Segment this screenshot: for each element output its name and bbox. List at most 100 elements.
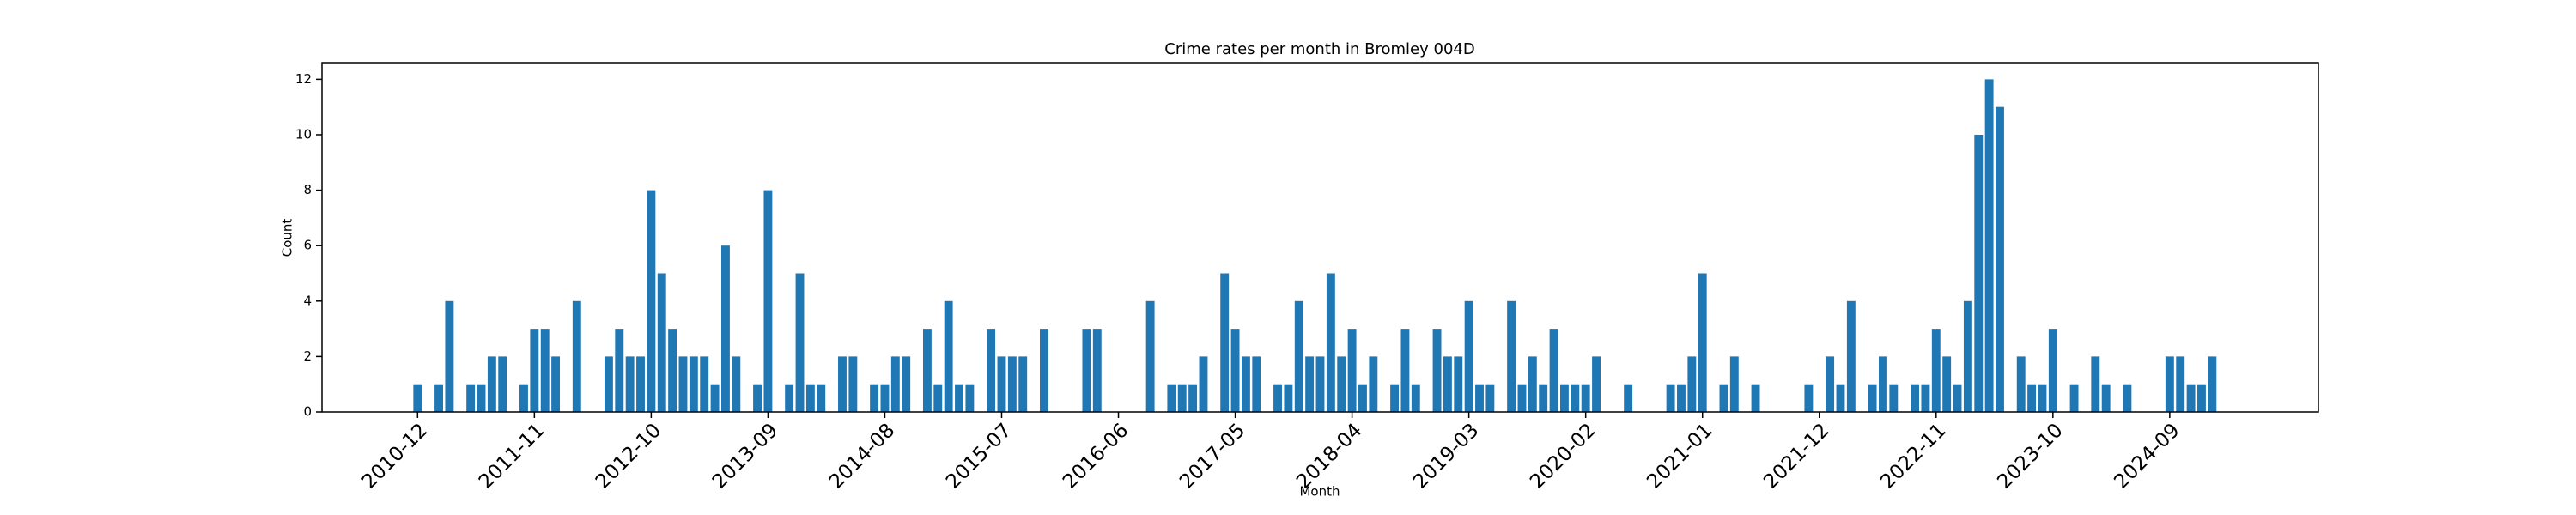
bar xyxy=(551,356,561,412)
bar xyxy=(1326,273,1335,412)
bar xyxy=(1581,384,1590,412)
bar xyxy=(1963,300,1972,412)
bar xyxy=(1677,384,1686,412)
bar xyxy=(604,356,613,412)
bar xyxy=(1294,300,1303,412)
bar xyxy=(2069,384,2079,412)
bar xyxy=(1177,384,1187,412)
bar xyxy=(1475,384,1484,412)
bar xyxy=(1220,273,1230,412)
bar xyxy=(1337,356,1346,412)
bar xyxy=(530,329,539,412)
bar xyxy=(870,384,879,412)
bar xyxy=(477,384,486,412)
bar xyxy=(700,356,709,412)
bar xyxy=(2186,384,2196,412)
x-tick-label: 2021-01 xyxy=(1643,419,1716,493)
bar xyxy=(1369,356,1378,412)
bar xyxy=(1199,356,1208,412)
x-tick-label: 2014-08 xyxy=(825,419,899,493)
bar xyxy=(838,356,847,412)
y-tick-label: 4 xyxy=(303,293,312,308)
bar xyxy=(2165,356,2174,412)
bar xyxy=(1018,356,1028,412)
chart-title: Crime rates per month in Bromley 004D xyxy=(1164,40,1474,58)
bar xyxy=(668,329,677,412)
plot-frame xyxy=(321,62,2319,413)
x-tick-label: 2018-04 xyxy=(1292,419,1366,493)
bar xyxy=(1942,356,1952,412)
y-tick-label: 6 xyxy=(303,238,312,253)
bar xyxy=(540,329,550,412)
bar xyxy=(1826,356,1835,412)
x-tick-label: 2024-09 xyxy=(2110,419,2184,493)
bar xyxy=(1539,384,1548,412)
bar xyxy=(615,329,624,412)
bar xyxy=(997,356,1006,412)
bar xyxy=(1358,384,1367,412)
bar xyxy=(1719,384,1728,412)
bar xyxy=(1305,356,1315,412)
bar xyxy=(2048,329,2057,412)
bar xyxy=(1528,356,1537,412)
bar xyxy=(1889,384,1899,412)
bar xyxy=(710,384,720,412)
bar xyxy=(1092,329,1102,412)
bar xyxy=(1592,356,1601,412)
bar xyxy=(1804,384,1814,412)
bar xyxy=(944,300,953,412)
bar xyxy=(922,329,932,412)
bar xyxy=(1273,384,1282,412)
bar xyxy=(657,273,666,412)
bar xyxy=(1846,300,1856,412)
y-tick-label: 2 xyxy=(303,348,312,364)
x-tick-label: 2021-12 xyxy=(1759,419,1833,493)
x-tick-label: 2022-11 xyxy=(1876,419,1950,493)
x-tick-label: 2020-02 xyxy=(1526,419,1600,493)
bar xyxy=(1411,384,1420,412)
y-tick-label: 0 xyxy=(303,404,312,420)
bar xyxy=(1390,384,1400,412)
bar xyxy=(987,329,996,412)
bar xyxy=(1549,329,1558,412)
x-tick-label: 2011-11 xyxy=(475,419,549,493)
bar xyxy=(1687,356,1697,412)
bar xyxy=(1729,356,1739,412)
bar xyxy=(466,384,476,412)
bar xyxy=(1751,384,1760,412)
bar xyxy=(1996,106,2004,412)
y-tick-label: 10 xyxy=(295,126,312,142)
bar xyxy=(805,384,815,412)
bar xyxy=(647,190,656,413)
bar xyxy=(498,356,507,412)
bar xyxy=(1698,273,1707,412)
bar xyxy=(1868,384,1877,412)
bar xyxy=(1252,356,1261,412)
y-axis-label: Count xyxy=(280,219,295,258)
bar xyxy=(1007,356,1017,412)
bar xyxy=(785,384,794,412)
bar xyxy=(1921,384,1930,412)
bar xyxy=(763,190,773,413)
bar xyxy=(1974,134,1984,412)
bar xyxy=(880,384,890,412)
bar xyxy=(487,356,496,412)
bar xyxy=(890,356,900,412)
bar xyxy=(2197,384,2206,412)
bar xyxy=(2176,356,2185,412)
bar xyxy=(1443,356,1452,412)
bar xyxy=(1432,329,1442,412)
bar xyxy=(2016,356,2026,412)
bar xyxy=(1953,384,1962,412)
x-tick-label: 2015-07 xyxy=(942,419,1016,493)
bar xyxy=(2038,384,2047,412)
bar xyxy=(1167,384,1176,412)
bar xyxy=(732,356,741,412)
x-tick-label: 2013-09 xyxy=(708,419,782,493)
bar xyxy=(1284,384,1293,412)
bar xyxy=(2208,356,2217,412)
bar xyxy=(933,384,943,412)
x-axis-label: Month xyxy=(1299,484,1340,500)
bar xyxy=(902,356,911,412)
